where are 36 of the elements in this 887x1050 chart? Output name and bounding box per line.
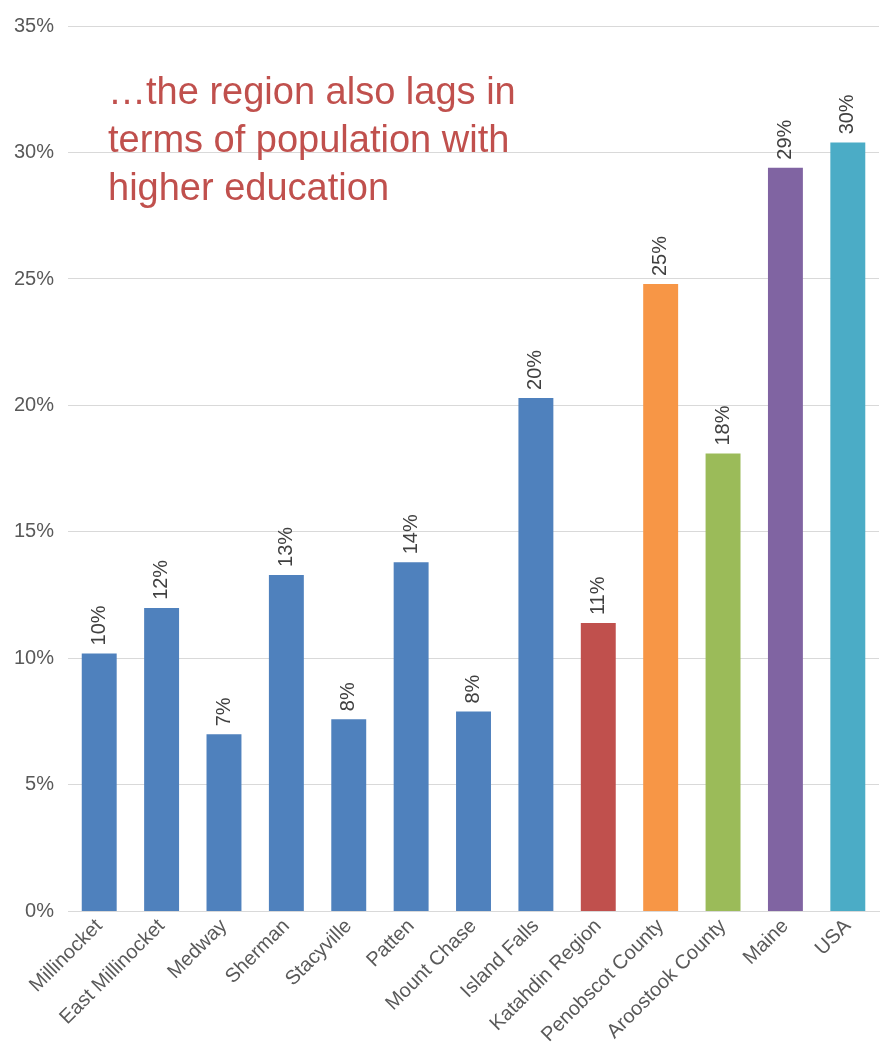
bar [268,574,304,911]
data-label: 11% [585,576,608,616]
data-label: 10% [86,605,109,646]
y-tick-label: 30% [14,140,55,163]
y-tick-label: 20% [14,393,55,415]
data-label: 14% [398,514,421,555]
data-label: 20% [523,349,546,390]
bar [580,623,616,911]
bar [518,397,554,911]
bar [830,142,866,911]
data-label: 18% [710,405,733,446]
data-label: 30% [835,94,858,135]
y-tick-label: 25% [14,266,55,289]
bar [81,653,117,911]
bar [144,607,180,911]
data-label: 12% [149,559,172,600]
x-tick-label: USA [809,913,855,959]
bar [331,719,367,911]
bar [705,453,741,911]
bar [643,284,679,911]
data-label: 29% [772,119,795,160]
data-label: 25% [648,235,671,277]
y-tick-label: 15% [14,519,55,542]
bar [767,167,803,911]
data-label: 8% [461,674,484,704]
data-label: 7% [211,697,234,727]
annotation: …the region also lags in terms of population with higher education [108,70,516,208]
data-label: 8% [336,682,359,712]
bar [393,562,429,911]
y-tick-label: 35% [14,13,55,36]
y-tick-label: 10% [14,645,55,668]
bar [206,734,242,911]
bar [456,711,491,911]
y-tick-label: 0% [25,898,55,921]
data-label: 13% [273,526,296,567]
y-tick-label: 5% [25,772,55,795]
